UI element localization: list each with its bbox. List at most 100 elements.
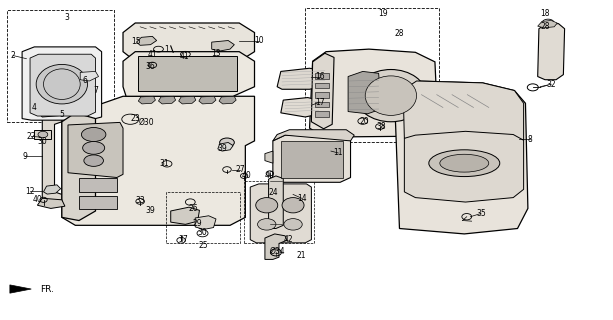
Bar xyxy=(315,111,329,117)
Polygon shape xyxy=(348,71,381,114)
Text: 14: 14 xyxy=(297,194,306,203)
Text: 19: 19 xyxy=(378,9,388,18)
Polygon shape xyxy=(62,96,254,225)
Text: 9: 9 xyxy=(23,152,28,161)
Text: 29: 29 xyxy=(193,219,202,228)
Bar xyxy=(244,181,314,244)
Text: 21: 21 xyxy=(297,251,306,260)
Bar xyxy=(315,92,329,98)
Text: FR.: FR. xyxy=(40,284,55,293)
Polygon shape xyxy=(68,123,123,178)
Text: 28: 28 xyxy=(395,29,404,38)
Polygon shape xyxy=(199,96,216,104)
Polygon shape xyxy=(159,96,175,104)
Text: 28: 28 xyxy=(540,22,550,31)
Polygon shape xyxy=(265,151,273,163)
Ellipse shape xyxy=(257,219,276,230)
Polygon shape xyxy=(37,108,65,117)
Text: Ø34: Ø34 xyxy=(269,247,285,256)
Text: 5: 5 xyxy=(59,110,64,119)
Bar xyxy=(34,130,51,139)
Ellipse shape xyxy=(440,154,489,172)
Text: 39: 39 xyxy=(145,206,155,215)
Polygon shape xyxy=(211,41,234,51)
Text: 8: 8 xyxy=(527,135,532,144)
Polygon shape xyxy=(30,54,96,116)
Polygon shape xyxy=(44,185,61,194)
Bar xyxy=(315,102,329,108)
Polygon shape xyxy=(277,68,328,89)
Polygon shape xyxy=(538,20,557,28)
Polygon shape xyxy=(310,49,438,137)
Polygon shape xyxy=(250,184,311,243)
Polygon shape xyxy=(538,24,565,80)
Polygon shape xyxy=(137,36,157,45)
Polygon shape xyxy=(403,81,524,140)
Polygon shape xyxy=(62,113,96,220)
Text: 42: 42 xyxy=(283,235,293,244)
Text: 22: 22 xyxy=(26,132,36,141)
Text: 23: 23 xyxy=(131,114,140,123)
Text: 31: 31 xyxy=(160,159,169,168)
Polygon shape xyxy=(265,234,287,260)
Ellipse shape xyxy=(83,141,105,154)
Ellipse shape xyxy=(356,69,427,122)
Ellipse shape xyxy=(282,197,304,213)
Polygon shape xyxy=(405,123,524,202)
Text: 41: 41 xyxy=(148,50,157,59)
Text: 17: 17 xyxy=(315,98,325,107)
Text: 37: 37 xyxy=(178,235,188,244)
Ellipse shape xyxy=(82,127,106,141)
Polygon shape xyxy=(22,47,102,120)
Polygon shape xyxy=(123,23,254,61)
Bar xyxy=(315,73,329,79)
Ellipse shape xyxy=(219,138,234,147)
Ellipse shape xyxy=(36,64,88,104)
Text: 32: 32 xyxy=(546,80,556,89)
Text: 11: 11 xyxy=(333,148,343,157)
Polygon shape xyxy=(273,130,354,141)
Ellipse shape xyxy=(84,155,104,166)
Text: 7: 7 xyxy=(93,86,98,95)
Polygon shape xyxy=(395,81,528,234)
Bar xyxy=(315,83,329,88)
Text: Ø30: Ø30 xyxy=(139,118,154,127)
Bar xyxy=(166,193,240,244)
Bar xyxy=(79,179,117,192)
Text: 40: 40 xyxy=(242,172,251,180)
Polygon shape xyxy=(178,96,196,104)
Bar xyxy=(305,8,439,141)
Bar xyxy=(7,10,114,122)
Text: 15: 15 xyxy=(132,37,141,46)
Text: 36: 36 xyxy=(146,61,156,70)
Text: 1: 1 xyxy=(165,44,169,54)
Text: 40: 40 xyxy=(32,195,42,204)
Polygon shape xyxy=(281,98,322,117)
Text: 3: 3 xyxy=(64,13,69,22)
Text: 12: 12 xyxy=(25,187,35,196)
Polygon shape xyxy=(171,207,199,224)
Polygon shape xyxy=(10,285,31,293)
Ellipse shape xyxy=(284,219,302,230)
Text: 13: 13 xyxy=(211,49,221,58)
Ellipse shape xyxy=(256,197,278,213)
Ellipse shape xyxy=(38,131,48,138)
Text: 20: 20 xyxy=(360,116,370,126)
Text: 25: 25 xyxy=(199,241,208,250)
Text: 10: 10 xyxy=(254,36,264,45)
Polygon shape xyxy=(273,135,351,182)
Bar xyxy=(281,141,343,178)
Text: 24: 24 xyxy=(268,188,278,197)
Bar xyxy=(79,196,117,209)
Text: 35: 35 xyxy=(476,209,485,218)
Polygon shape xyxy=(80,71,99,81)
Text: 27: 27 xyxy=(235,165,245,174)
Polygon shape xyxy=(219,96,236,104)
Ellipse shape xyxy=(429,150,500,177)
Bar xyxy=(139,56,237,91)
Text: 6: 6 xyxy=(83,76,88,85)
Text: 18: 18 xyxy=(540,9,550,18)
Polygon shape xyxy=(139,96,156,104)
Text: 41: 41 xyxy=(180,52,189,61)
Polygon shape xyxy=(37,198,65,208)
